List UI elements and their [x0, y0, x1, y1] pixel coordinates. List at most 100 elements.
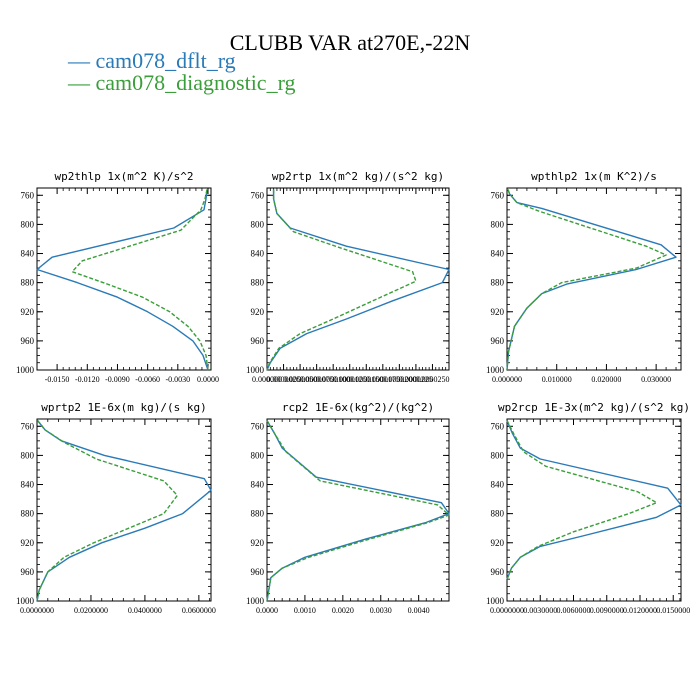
x-tick-label: 0.020000 [591, 375, 621, 384]
panel-title: rcp2 1E-6x(kg^2)/(kg^2) [282, 401, 434, 414]
series-line-diagnostic [506, 420, 658, 580]
y-tick-label: 880 [21, 278, 35, 288]
panel-title: wprtp2 1E-6x(m kg)/(s kg) [41, 401, 207, 414]
y-tick-label: 840 [251, 249, 265, 259]
panel-2: wp2rtp 1x(m^2 kg)/(s^2 kg) 760 800 840 880 92… [246, 170, 450, 384]
x-tick-label: -0.0090 [105, 375, 130, 384]
y-tick-label: 760 [251, 421, 265, 431]
y-tick-label: 1000 [486, 596, 505, 606]
y-tick-label: 800 [251, 219, 265, 229]
y-tick-label: 760 [491, 421, 505, 431]
panel-6: wp2rcp 1E-3x(m^2 kg)/(s^2 kg) 760 800 840 88… [486, 401, 690, 615]
y-tick-label: 1000 [246, 596, 265, 606]
y-tick-label: 800 [251, 450, 265, 460]
y-tick-label: 920 [251, 307, 265, 317]
y-tick-label: 920 [21, 538, 35, 548]
y-tick-label: 880 [251, 509, 265, 519]
y-tick-label: 840 [491, 249, 505, 259]
y-tick-label: 1000 [16, 596, 35, 606]
panel-3: wpthlp2 1x(m K^2)/s 760 800 840 880 920 960 100… [486, 170, 682, 384]
x-tick-label: 0.0010 [294, 606, 316, 615]
page-title: CLUBB VAR at270E,-22N [229, 30, 471, 55]
x-tick-label: 0.0600000 [182, 606, 216, 615]
panel-4: wprtp2 1E-6x(m kg)/(s kg) 760 800 840 880 920… [16, 401, 216, 615]
x-tick-label: 0.0090000 [590, 606, 624, 615]
x-tick-label: 0.0000225 [399, 375, 433, 384]
y-tick-label: 840 [21, 480, 35, 490]
y-tick-label: 880 [491, 278, 505, 288]
y-tick-label: 920 [491, 538, 505, 548]
x-tick-label: 0.0000 [256, 606, 278, 615]
y-tick-label: 960 [491, 336, 505, 346]
series-line-diagnostic [266, 189, 417, 371]
x-tick-label: 0.0000100 [316, 375, 350, 384]
x-tick-label: 0.000000 [492, 375, 522, 384]
panel-5: rcp2 1E-6x(kg^2)/(kg^2) 760 800 840 880 920 96… [246, 401, 450, 615]
panel-title: wp2rtp 1x(m^2 kg)/(s^2 kg) [272, 170, 444, 183]
legend-entry-diagnostic: — cam078_diagnostic_rg [68, 70, 296, 95]
x-tick-label: -0.0120 [75, 375, 100, 384]
y-tick-label: 920 [491, 307, 505, 317]
x-tick-label: 0.0030 [370, 606, 392, 615]
x-tick-label: 0.0200000 [74, 606, 108, 615]
y-tick-label: 760 [251, 190, 265, 200]
y-tick-label: 880 [21, 509, 35, 519]
x-tick-label: 0.0040 [408, 606, 430, 615]
panel-1: wp2thlp 1x(m^2 K)/s^2 760 800 840 880 920 960 1… [16, 170, 219, 384]
x-tick-label: 0.0400000 [128, 606, 162, 615]
x-tick-label: 0.0120000 [623, 606, 657, 615]
y-tick-label: 760 [491, 190, 505, 200]
x-tick-label: 0.0000125 [333, 375, 367, 384]
y-tick-label: 760 [21, 190, 35, 200]
x-tick-label: 0.0060000 [556, 606, 590, 615]
y-tick-label: 880 [251, 278, 265, 288]
plot-frame [36, 418, 212, 602]
x-tick-label: 0.0000050 [283, 375, 317, 384]
series-line-diagnostic [71, 189, 209, 371]
y-tick-label: 800 [491, 450, 505, 460]
x-tick-label: 0.0030000 [523, 606, 557, 615]
x-tick-label: 0.000000 [252, 375, 282, 384]
x-tick-label: 0.0000175 [366, 375, 400, 384]
y-tick-label: 800 [21, 219, 35, 229]
y-tick-label: 960 [491, 567, 505, 577]
x-tick-label: -0.0030 [165, 375, 190, 384]
x-tick-label: 0.0000000 [20, 606, 54, 615]
series-line-dflt [266, 420, 450, 602]
y-tick-label: 840 [491, 480, 505, 490]
series-line-diagnostic [266, 420, 450, 602]
y-tick-label: 1000 [16, 365, 35, 375]
x-tick-label: 0.0000250 [415, 375, 449, 384]
series-line-dflt [36, 420, 212, 602]
x-tick-label: 0.0020 [332, 606, 354, 615]
x-tick-label: 0.0000150 [349, 375, 383, 384]
series-line-diagnostic [36, 420, 179, 602]
plot-frame [506, 418, 682, 602]
legend-entry-dflt: — cam078_dflt_rg [68, 48, 236, 73]
x-tick-label: 0.010000 [542, 375, 572, 384]
series-line-dflt [506, 189, 677, 371]
x-tick-label: 0.0000000 [490, 606, 524, 615]
y-tick-label: 760 [21, 421, 35, 431]
plot-frame [36, 187, 212, 371]
x-tick-label: 0.0000 [197, 375, 219, 384]
y-tick-label: 920 [21, 307, 35, 317]
y-tick-label: 840 [21, 249, 35, 259]
y-tick-label: 880 [491, 509, 505, 519]
x-tick-label: 0.0150000 [656, 606, 690, 615]
series-line-dflt [506, 420, 682, 580]
panel-title: wpthlp2 1x(m K^2)/s [531, 170, 657, 183]
y-tick-label: 800 [21, 450, 35, 460]
y-tick-label: 960 [251, 567, 265, 577]
series-line-dflt [266, 189, 450, 371]
plot-frame [266, 418, 450, 602]
x-tick-label: 0.0000200 [382, 375, 416, 384]
y-tick-label: 960 [21, 336, 35, 346]
panel-title: wp2thlp 1x(m^2 K)/s^2 [54, 170, 193, 183]
panel-title: wp2rcp 1E-3x(m^2 kg)/(s^2 kg) [498, 401, 690, 414]
x-tick-label: -0.0060 [135, 375, 160, 384]
y-tick-label: 960 [21, 567, 35, 577]
x-tick-label: 0.030000 [641, 375, 671, 384]
plot-frame [266, 187, 450, 371]
